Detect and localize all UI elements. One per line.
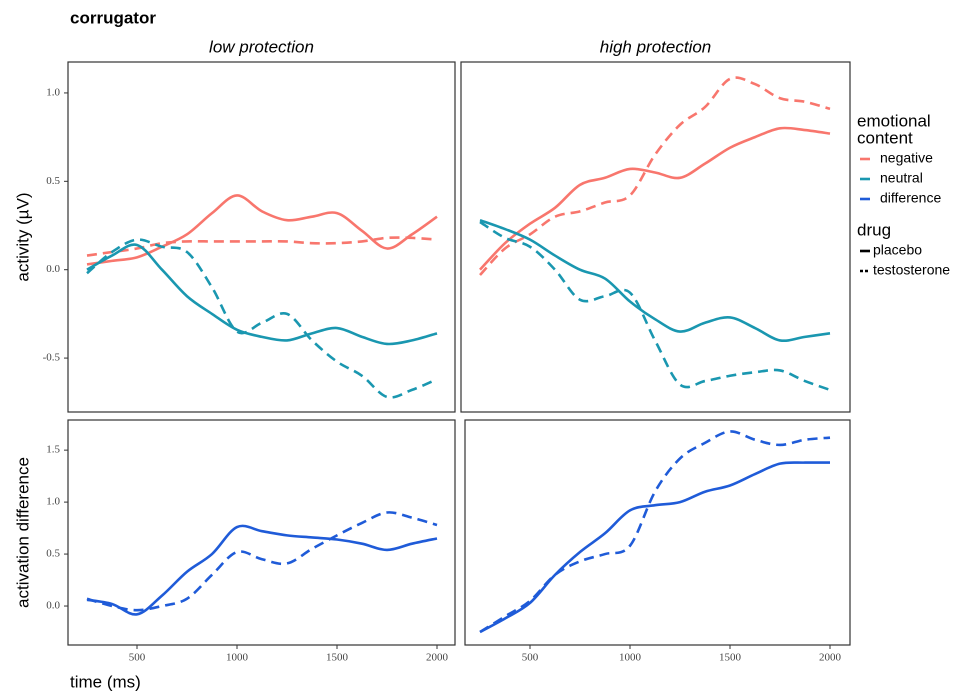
x-tick-label: 2000 [819,652,842,664]
data-line [86,524,438,616]
panel-border [67,61,456,413]
y-axis-title: activation difference [13,457,32,608]
legend-title: content [857,128,913,147]
y-axis-title: activity (µV) [13,192,32,281]
data-line [86,194,438,266]
y-tick-label: 0.5 [46,548,60,560]
data-line [479,461,831,634]
legend-label: placebo [873,242,922,258]
data-line [479,218,831,343]
facet-label: high protection [600,37,712,56]
y-tick-label: 1.0 [46,86,60,98]
panel-border [460,61,851,413]
facet-label: low protection [209,37,314,56]
legend-title: emotional [857,111,931,130]
chart-title: corrugator [70,8,156,27]
data-line [479,126,831,271]
legend-label: testosterone [873,262,950,278]
x-axis-title: time (ms) [70,672,141,691]
y-tick-label: -0.5 [43,352,61,364]
data-line [86,238,438,399]
data-line [479,220,831,392]
x-tick-label: 1000 [226,652,249,664]
y-tick-label: 0.0 [46,263,60,275]
x-tick-label: 500 [129,652,146,664]
y-tick-label: 1.5 [46,444,60,456]
data-line [86,236,438,257]
panel-border [464,419,851,646]
panel-border [67,419,456,646]
y-tick-label: 0.5 [46,175,60,187]
x-tick-label: 500 [522,652,539,664]
legend-label: neutral [880,170,923,186]
data-line [479,76,831,276]
legend-label: negative [880,150,933,166]
x-tick-label: 2000 [426,652,449,664]
data-line [86,243,438,346]
legend-label: difference [880,190,941,206]
y-tick-label: 0.0 [46,600,60,612]
y-tick-label: 1.0 [46,496,60,508]
x-tick-label: 1500 [326,652,349,664]
x-tick-label: 1000 [619,652,642,664]
x-tick-label: 1500 [719,652,742,664]
data-line [479,430,831,634]
data-line [86,511,438,612]
legend-title: drug [857,220,891,239]
